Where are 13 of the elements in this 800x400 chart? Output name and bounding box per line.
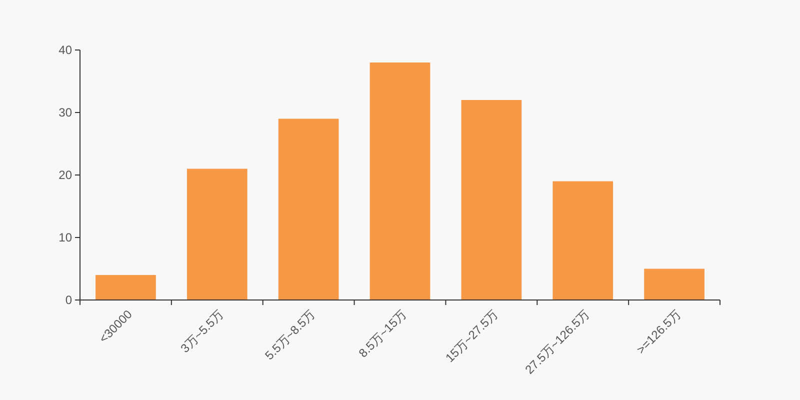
bar — [370, 62, 430, 300]
bar — [461, 100, 522, 300]
y-tick-label: 40 — [58, 43, 72, 58]
bar — [278, 118, 339, 300]
bar — [186, 168, 248, 300]
x-tick-label: 8.5万~15万 — [356, 307, 410, 360]
bar — [96, 275, 156, 300]
bar — [644, 268, 704, 300]
bar — [552, 181, 614, 300]
y-tick-label: 10 — [58, 230, 72, 245]
y-tick-label: 0 — [65, 293, 72, 308]
y-tick-label: 20 — [58, 168, 72, 182]
y-tick-label: 30 — [58, 106, 72, 120]
